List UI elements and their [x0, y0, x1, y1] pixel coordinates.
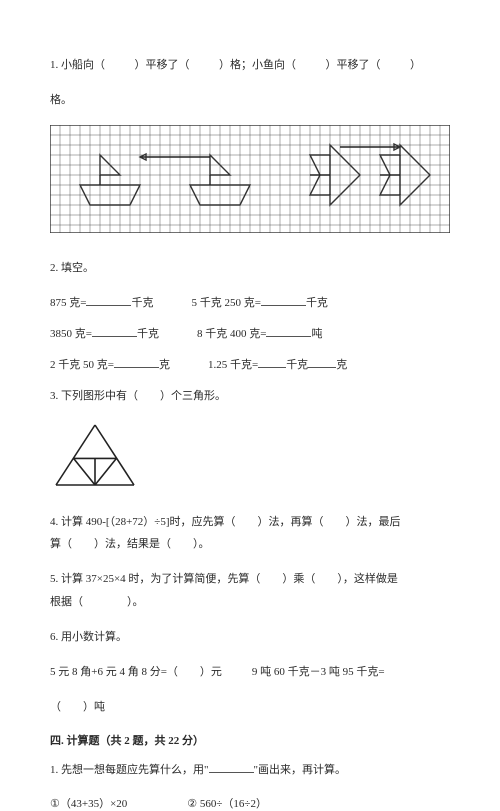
q2-row: 875 克=千克 5 千克 250 克=千克	[50, 293, 450, 310]
sec4-item-2: ② 560÷（16÷2）	[187, 795, 267, 811]
sec4-q1: 1. 先想一想每题应先算什么，用" "画出来，再计算。	[50, 760, 450, 781]
q1-gap3	[299, 59, 323, 71]
q2-rows: 875 克=千克 5 千克 250 克=千克 3850 克=千克 8 千克 400 克…	[50, 293, 450, 372]
q2-row: 2 千克 50 克=克 1.25 千克=千克克	[50, 355, 450, 372]
q6-c: （ ）吨	[50, 697, 450, 718]
sec4-items: ①（43+35）×20 ② 560÷（16÷2）	[50, 795, 450, 811]
q4-l2: 算（ ）法，结果是（ ）。	[50, 534, 450, 555]
q1-gap4	[383, 59, 407, 71]
q2-left: 875 克=千克	[50, 293, 153, 310]
q5-l2: 根据（ ）。	[50, 592, 450, 613]
q2-row: 3850 克=千克 8 千克 400 克=吨	[50, 324, 450, 341]
q1-gap2	[192, 59, 216, 71]
q2-right: 1.25 千克=千克克	[208, 355, 347, 372]
q1-mid2: ）格；小鱼向（	[219, 59, 296, 71]
q1-prefix: 1. 小船向（	[50, 59, 105, 71]
q1-mid3: ）平移了（	[326, 59, 381, 71]
q2-title: 2. 填空。	[50, 258, 450, 279]
underline-blank	[209, 760, 254, 773]
q6-b: 9 吨 60 千克－3 吨 95 千克=	[252, 662, 385, 683]
q3: 3. 下列图形中有（ ）个三角形。	[50, 386, 450, 407]
q1-line1: 1. 小船向（ ）平移了（ ）格；小鱼向（ ）平移了（ ）	[50, 55, 450, 76]
triangle-figure	[50, 421, 450, 492]
q1-line2: 格。	[50, 90, 450, 111]
q2-right: 8 千克 400 克=吨	[197, 324, 322, 341]
q4-l1: 4. 计算 490-[（28+72）÷5]时，应先算（ ）法，再算（ ）法，最后	[50, 512, 450, 533]
sec4-q1b: "画出来，再计算。	[254, 764, 347, 776]
section-4-title: 四. 计算题（共 2 题，共 22 分）	[50, 732, 450, 748]
q2-right: 5 千克 250 克=千克	[191, 293, 327, 310]
sec4-q1a: 1. 先想一想每题应先算什么，用"	[50, 764, 209, 776]
sec4-item-1: ①（43+35）×20	[50, 795, 127, 811]
q2-left: 2 千克 50 克=克	[50, 355, 170, 372]
q1-mid4: ）	[410, 59, 421, 71]
q2-left: 3850 克=千克	[50, 324, 159, 341]
q1-gap1	[108, 59, 132, 71]
q5-l1: 5. 计算 37×25×4 时，为了计算简便，先算（ ）乘（ ），这样做是	[50, 569, 450, 590]
q6-row: 5 元 8 角+6 元 4 角 8 分=（ ）元 9 吨 60 千克－3 吨 9…	[50, 662, 450, 683]
boat-fish-grid	[50, 125, 450, 236]
q6-a: 5 元 8 角+6 元 4 角 8 分=（ ）元	[50, 662, 222, 683]
q1-mid1: ）平移了（	[135, 59, 190, 71]
q6-title: 6. 用小数计算。	[50, 627, 450, 648]
